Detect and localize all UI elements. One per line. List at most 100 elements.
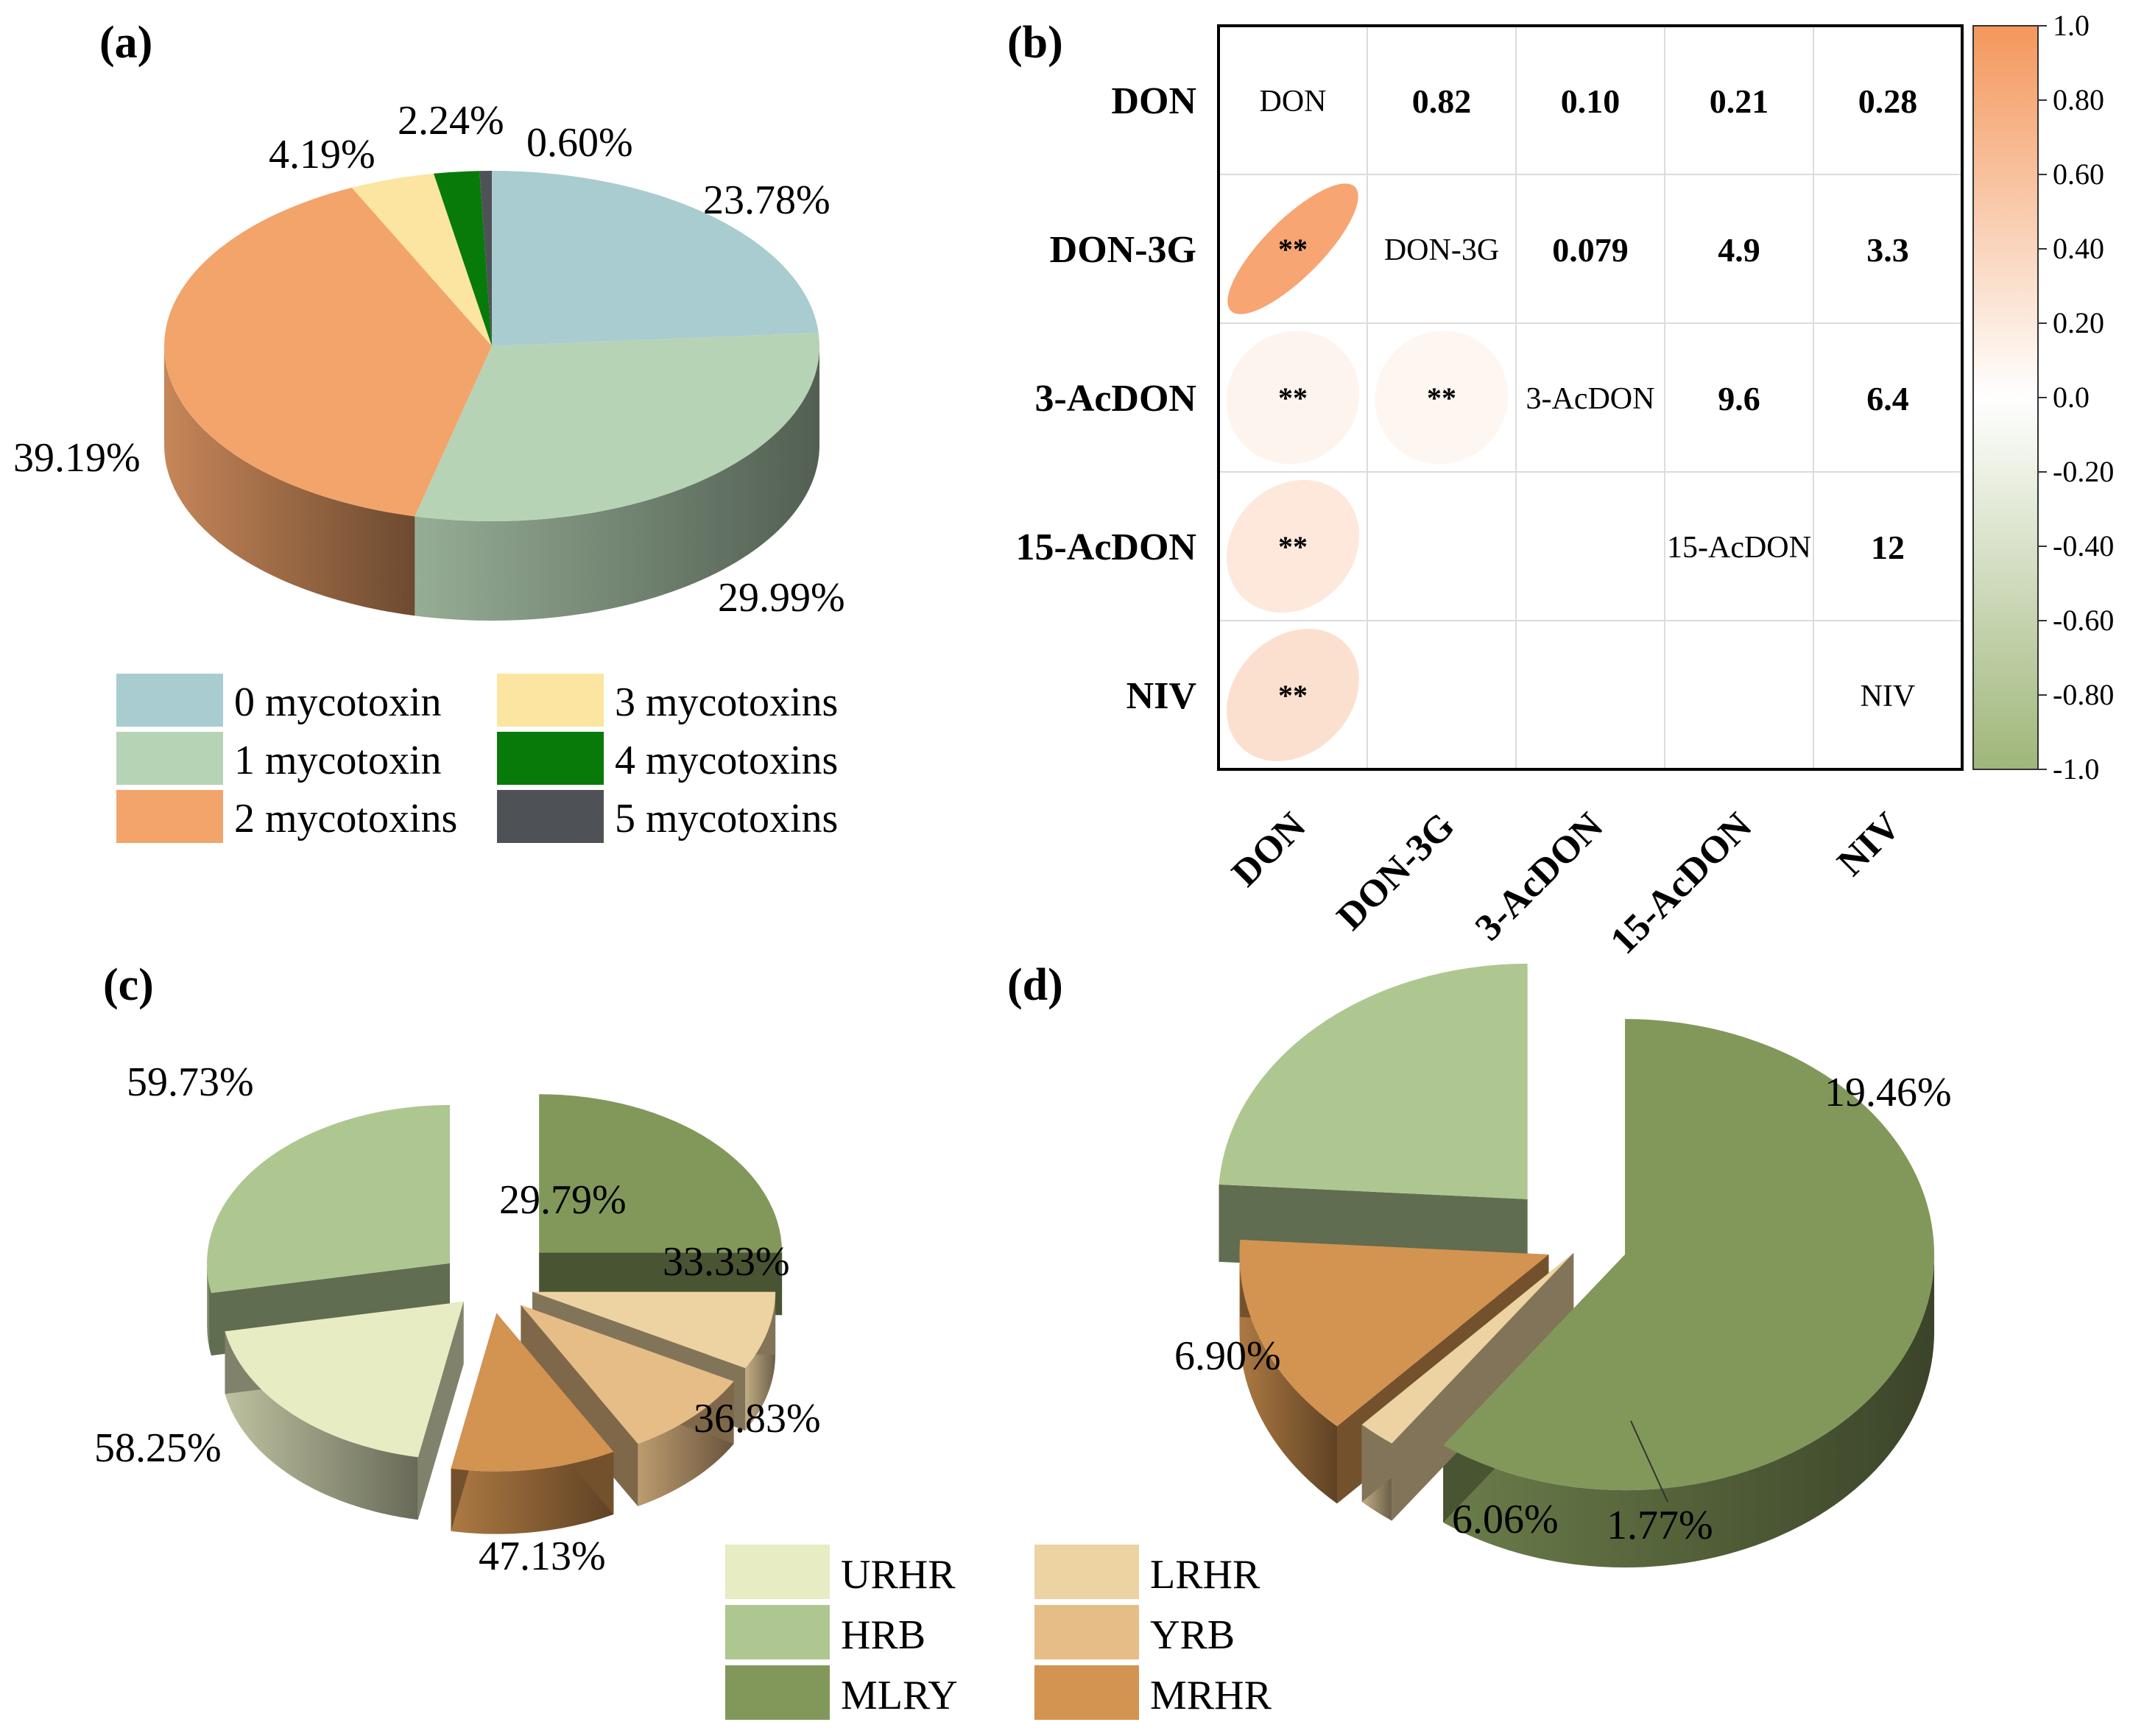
diag-label-NIV: NIV [1861, 680, 1916, 713]
pct-a-5: 0.60% [526, 120, 633, 166]
pie-c-slice-URHR [225, 1302, 464, 1458]
pct-d-3: 6.90% [1174, 1333, 1281, 1379]
legend-cd-swatch-3 [1034, 1545, 1139, 1599]
col-label-15-AcDON: 15-AcDON [1603, 805, 1760, 962]
cb-tick-label-8: -0.60 [2053, 604, 2114, 637]
legend-a-swatch-1 [116, 732, 223, 785]
pie-d-leader-line [1630, 1420, 1668, 1503]
pct-c-4: 47.13% [479, 1534, 606, 1579]
pie-d-slice-HRB [1219, 963, 1528, 1199]
pie-c-side-LRHR [745, 1291, 776, 1431]
cb-tick-label-5: 0.0 [2053, 381, 2090, 414]
cb-tick-label-4: 0.20 [2053, 306, 2104, 339]
legend-a-label-3: 3 mycotoxins [615, 680, 838, 725]
pie-a-slice-0-mycotoxin [492, 171, 819, 346]
heatmap-grid [1219, 26, 1962, 769]
legend-regions: URHR HRB MLRY LRHR YRB MRHR [725, 1545, 1272, 1720]
cb-tick-label-6: -0.20 [2053, 455, 2114, 488]
panel-label-b: (b) [1007, 18, 1063, 68]
pie-a-slice-1-mycotoxin [415, 332, 820, 521]
pie-a-slice-4-mycotoxins [434, 171, 492, 346]
heatmap-frame [1217, 24, 1964, 771]
legend-cd-swatch-2 [725, 1665, 830, 1720]
col-label-DON-3G: DON-3G [1329, 805, 1462, 938]
ellipse-DON-3G-DON [1227, 183, 1358, 314]
row-label-3-AcDON: 3-AcDON [1034, 378, 1196, 420]
coef-3-AcDON-15-AcDON: 9.6 [1718, 380, 1760, 417]
sig-NIV-DON: ** [1278, 679, 1308, 712]
heatmap-upper-values: 0.82 0.10 0.21 0.28 0.079 4.9 3.3 9.6 6.4 12 [1412, 82, 1918, 566]
pie-c-slice-MLRY [539, 1094, 783, 1253]
row-label-DON: DON [1111, 80, 1196, 122]
coef-DON-3G-15-AcDON: 4.9 [1718, 231, 1760, 269]
pie-a-side-1-mycotoxin [415, 346, 819, 621]
legend-a-swatch-2 [116, 790, 223, 843]
legend-cd-label-5: MRHR [1150, 1673, 1272, 1718]
ellipse-NIV-DON [1227, 629, 1359, 761]
legend-cd-label-3: LRHR [1150, 1552, 1260, 1598]
diag-label-15-AcDON: 15-AcDON [1667, 531, 1811, 565]
col-label-NIV: NIV [1830, 805, 1909, 884]
colorbar-ticks: 1.0 0.80 0.60 0.40 0.20 0.0 -0.20 -0.40 -0.60 -0.… [2038, 9, 2114, 786]
ellipse-3-AcDON-DON-3G [1375, 331, 1509, 465]
pct-d-2: 6.06% [1452, 1497, 1559, 1542]
pie-d-side-MLRY [1443, 1255, 1935, 1568]
pie-d-side-MRHR [1239, 1255, 1338, 1504]
row-label-15-AcDON: 15-AcDON [1015, 526, 1196, 568]
row-label-DON-3G: DON-3G [1050, 229, 1196, 271]
legend-cd-swatch-5 [1034, 1665, 1139, 1720]
row-label-NIV: NIV [1126, 675, 1196, 717]
panel-label-c: (c) [103, 960, 154, 1010]
coef-DON-3G-3-AcDON: 0.079 [1552, 231, 1629, 269]
sig-15-AcDON-DON: ** [1278, 530, 1308, 563]
pie-a-slice-2-mycotoxins [164, 187, 493, 517]
pct-d-0: 19.46% [1824, 1070, 1952, 1115]
pie-d-slice-LRHR [1361, 1252, 1574, 1444]
legend-a-label-2: 2 mycotoxins [234, 796, 457, 841]
sig-3-AcDON-DON-3G: ** [1427, 381, 1456, 414]
cb-tick-label-7: -0.40 [2053, 529, 2114, 562]
pie-chart-c [207, 1094, 783, 1534]
legend-cd-swatch-4 [1034, 1605, 1139, 1659]
heatmap-row-labels: DON DON-3G 3-AcDON 15-AcDON NIV [1015, 80, 1196, 717]
cb-tick-label-2: 0.60 [2053, 158, 2104, 191]
pct-c-0: 59.73% [127, 1059, 254, 1105]
cb-tick-label-9: -0.80 [2053, 678, 2114, 711]
legend-cd-label-4: YRB [1150, 1612, 1235, 1658]
pct-c-5: 58.25% [94, 1425, 222, 1471]
legend-cd-label-1: HRB [841, 1612, 925, 1658]
pct-d-1: 1.77% [1607, 1503, 1713, 1548]
pie-a-slice-3-mycotoxins [351, 173, 492, 346]
pie-d-slice-MRHR [1239, 1239, 1549, 1427]
pct-a-1: 29.99% [718, 575, 845, 621]
pie-c-slice-MRHR [451, 1313, 614, 1472]
pct-a-3: 4.19% [269, 132, 375, 177]
coef-DON-15-AcDON: 0.21 [1710, 82, 1769, 120]
pie-a-slice-5-mycotoxins [479, 171, 492, 346]
heatmap-ellipses: ** ** ** ** ** [1226, 183, 1509, 761]
pie-d-percent-labels: 19.46% 1.77% 6.06% 6.90% [1174, 1070, 1952, 1548]
legend-a-swatch-4 [497, 732, 604, 785]
pie-c-slice-YRB [521, 1305, 734, 1444]
coef-DON-DON-3G: 0.82 [1412, 82, 1472, 120]
legend-cd-label-2: MLRY [841, 1673, 958, 1718]
legend-a: 0 mycotoxin 1 mycotoxin 2 mycotoxins 3 m… [116, 674, 838, 843]
pie-c-percent-labels: 59.73% 29.79% 33.33% 36.83% 47.13% 58.25… [94, 1059, 821, 1579]
legend-a-swatch-5 [497, 790, 604, 843]
legend-cd-swatch-1 [725, 1605, 830, 1659]
legend-cd-swatch-0 [725, 1545, 830, 1599]
cb-tick-label-1: 0.80 [2053, 83, 2104, 116]
legend-a-label-4: 4 mycotoxins [615, 738, 838, 783]
heatmap-diagonal-labels: DON DON-3G 3-AcDON 15-AcDON NIV [1260, 85, 1916, 713]
coef-15-AcDON-NIV: 12 [1871, 529, 1905, 566]
pie-c-side-URHR [225, 1331, 418, 1520]
panel-label-d: (d) [1007, 960, 1063, 1010]
sig-3-AcDON-DON: ** [1278, 381, 1308, 414]
pie-d-slice-MLRY [1443, 1019, 1935, 1491]
pie-c-slice-LRHR [532, 1291, 776, 1369]
coef-DON-3G-NIV: 3.3 [1866, 231, 1909, 269]
pct-c-1: 29.79% [499, 1177, 627, 1223]
